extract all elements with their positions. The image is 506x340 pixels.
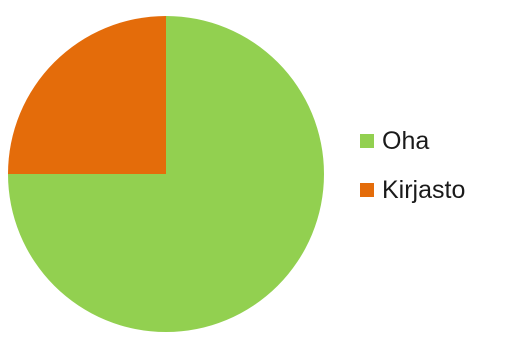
pie-slice-kirjasto: [8, 16, 166, 174]
legend-label-kirjasto: Kirjasto: [382, 175, 466, 204]
legend-label-oha: Oha: [382, 126, 430, 155]
legend: Oha Kirjasto: [360, 124, 465, 207]
legend-item-kirjasto: Kirjasto: [360, 173, 465, 207]
legend-swatch-oha: [360, 134, 374, 148]
legend-item-oha: Oha: [360, 124, 465, 158]
legend-swatch-kirjasto: [360, 183, 374, 197]
